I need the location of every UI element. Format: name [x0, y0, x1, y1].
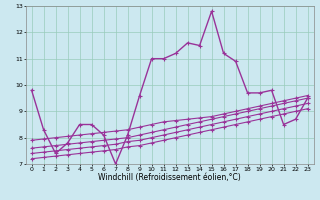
- X-axis label: Windchill (Refroidissement éolien,°C): Windchill (Refroidissement éolien,°C): [98, 173, 241, 182]
